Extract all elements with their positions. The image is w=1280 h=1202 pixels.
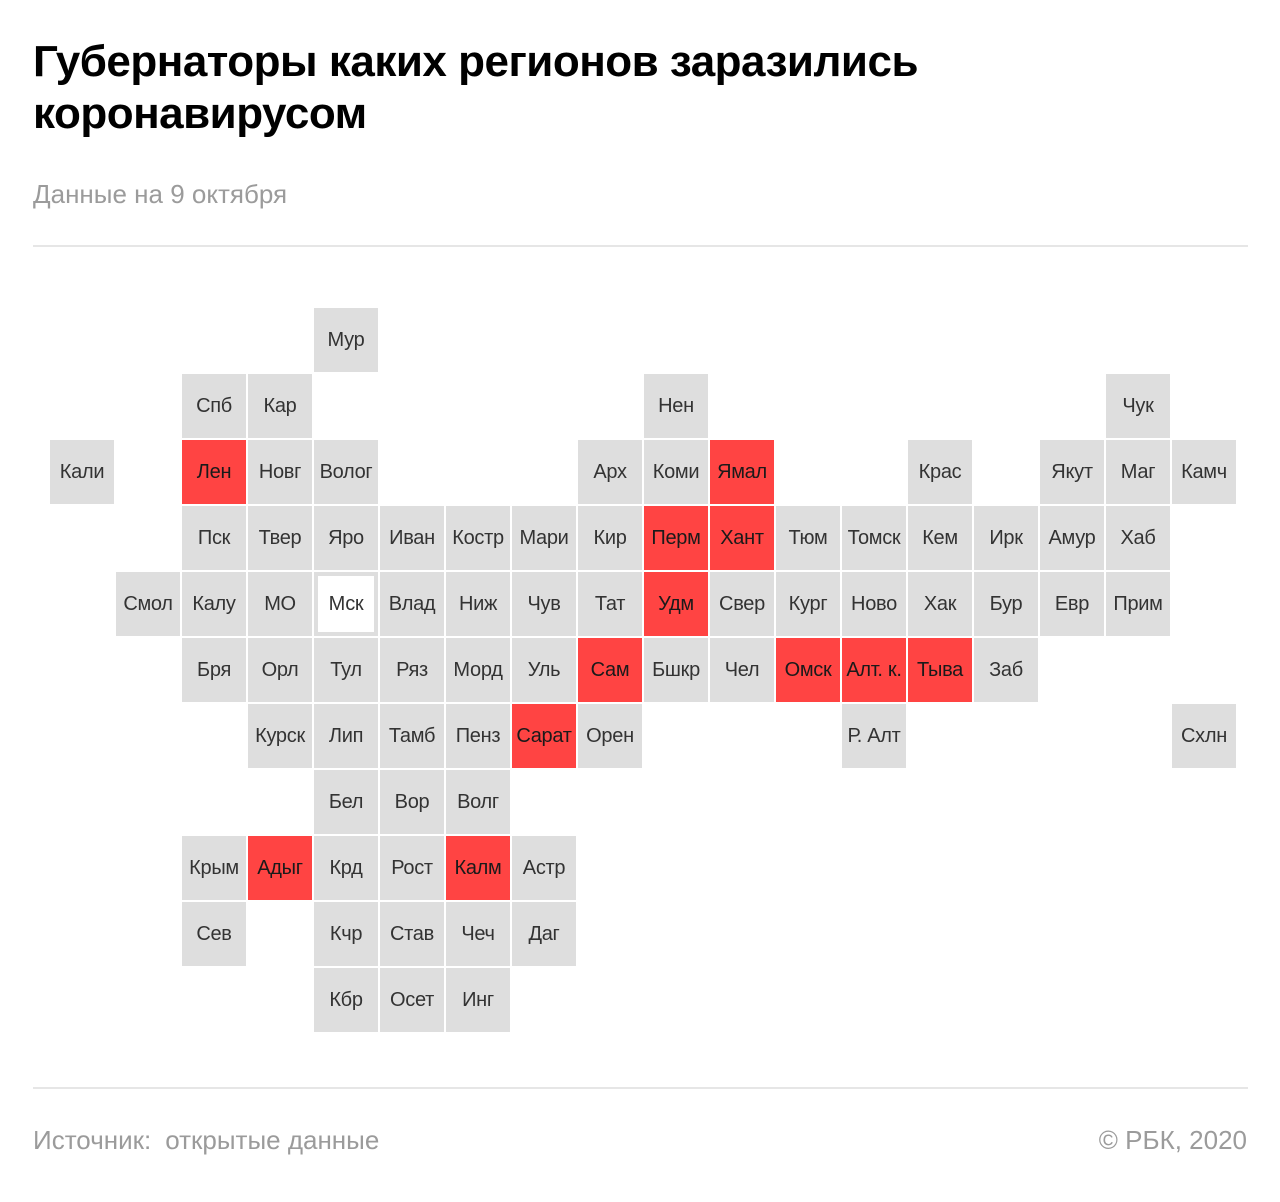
region-tile: Хак [908,572,972,636]
region-tile: Тыва [908,638,972,702]
region-tile: Заб [974,638,1038,702]
region-tile: Пск [182,506,246,570]
region-tile: Хант [710,506,774,570]
region-tile: Удм [644,572,708,636]
region-tile: Нен [644,374,708,438]
region-tile: Лип [314,704,378,768]
region-tile: Бел [314,770,378,834]
region-tile: Хаб [1106,506,1170,570]
region-tile: Костр [446,506,510,570]
page-subtitle: Данные на 9 октября [33,179,288,209]
region-tile: Влад [380,572,444,636]
region-tile: Якут [1040,440,1104,504]
region-tile: Чел [710,638,774,702]
copyright: © РБК, 2020 [1098,1125,1247,1155]
region-tile: Перм [644,506,708,570]
source-value: открытые данные [165,1125,380,1155]
top-divider [33,245,1248,247]
region-tile: Орл [248,638,312,702]
region-tile: Крым [182,836,246,900]
region-tile: Спб [182,374,246,438]
region-tile: Ново [842,572,906,636]
region-tile: Тюм [776,506,840,570]
region-tile: Кем [908,506,972,570]
region-tile: Инг [446,968,510,1032]
region-tile: Амур [1040,506,1104,570]
region-tile: Калу [182,572,246,636]
region-tile: Чув [512,572,576,636]
region-tile: Волог [314,440,378,504]
region-tile: Крд [314,836,378,900]
source-note: Источник: открытые данные [33,1124,379,1156]
region-tile: Кир [578,506,642,570]
region-tile: Ниж [446,572,510,636]
region-tile: Кчр [314,902,378,966]
region-tile: Тат [578,572,642,636]
region-tile: Осет [380,968,444,1032]
region-tile: Мур [314,308,378,372]
region-tile: Арх [578,440,642,504]
region-tile: Твер [248,506,312,570]
region-tile: Тул [314,638,378,702]
region-tile: Адыг [248,836,312,900]
region-tile: Мск [314,572,378,636]
region-tile: Ирк [974,506,1038,570]
region-tile: Лен [182,440,246,504]
region-tile: МО [248,572,312,636]
source-label: Источник: [33,1125,152,1155]
region-tile: Пенз [446,704,510,768]
region-tile: Астр [512,836,576,900]
region-tile: Томск [842,506,906,570]
region-tile: Крас [908,440,972,504]
region-tile: Яро [314,506,378,570]
region-tile: Камч [1172,440,1236,504]
region-tile: Сам [578,638,642,702]
region-tile: Вор [380,770,444,834]
region-tile: Чеч [446,902,510,966]
region-tile: Смол [116,572,180,636]
region-tile: Коми [644,440,708,504]
region-tile: Орен [578,704,642,768]
region-tile: Даг [512,902,576,966]
region-tile: Волг [446,770,510,834]
region-tile: Мари [512,506,576,570]
region-tile: Ряз [380,638,444,702]
region-tile: Курск [248,704,312,768]
region-tile: Сев [182,902,246,966]
region-tile: Кбр [314,968,378,1032]
region-tile: Уль [512,638,576,702]
region-tile: Рост [380,836,444,900]
region-tile: Морд [446,638,510,702]
region-tile: Сарат [512,704,576,768]
region-tile: Маг [1106,440,1170,504]
region-tile: Прим [1106,572,1170,636]
region-tile: Бря [182,638,246,702]
region-tile: Новг [248,440,312,504]
region-tile: Кали [50,440,114,504]
region-tile: Свер [710,572,774,636]
region-tile: Омск [776,638,840,702]
region-tile: Став [380,902,444,966]
region-tile: Иван [380,506,444,570]
region-tile: Калм [446,836,510,900]
region-tile: Схлн [1172,704,1236,768]
bottom-divider [33,1087,1248,1089]
region-tile: Евр [1040,572,1104,636]
region-tile: Чук [1106,374,1170,438]
page-title: Губернаторы каких регионов заразились ко… [33,37,919,138]
region-tile: Алт. к. [842,638,906,702]
region-tile: Бур [974,572,1038,636]
region-tile: Тамб [380,704,444,768]
region-tile: Р. Алт [842,704,906,768]
region-tile: Кар [248,374,312,438]
region-tile: Кург [776,572,840,636]
region-tile: Ямал [710,440,774,504]
region-tile: Бшкр [644,638,708,702]
